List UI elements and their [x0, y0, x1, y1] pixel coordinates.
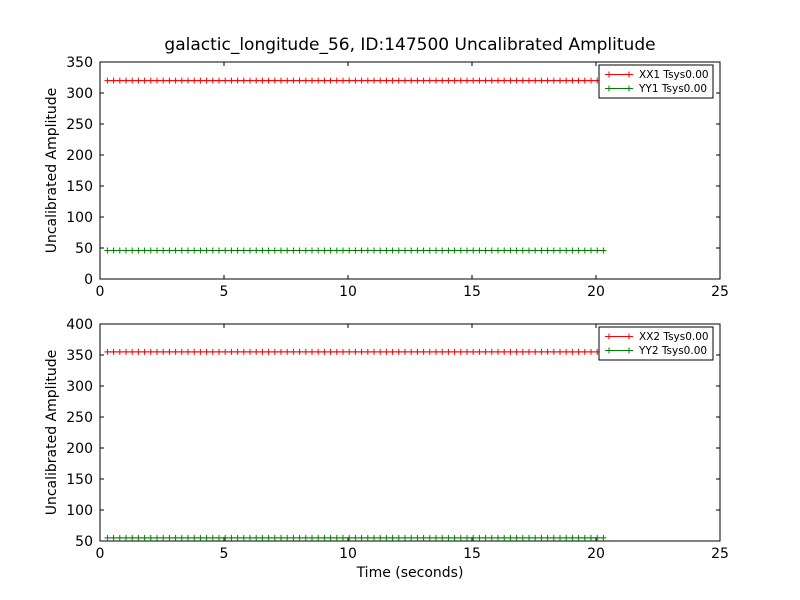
axes-frame [99, 61, 721, 280]
y-tick-label: 150 [66, 472, 93, 488]
y-tick-label: 350 [66, 55, 93, 71]
y-tick-label: 100 [66, 210, 93, 226]
y-axis-label: Uncalibrated Amplitude [44, 88, 60, 254]
legend-entry-label: XX1 Tsys0.00 [639, 69, 709, 81]
subplot-1: 0 5 10 15 20 25050100150200250300350galactic_… [44, 35, 729, 300]
x-tick-label: 25 [711, 284, 729, 300]
legend-sample-marker [606, 71, 612, 78]
legend-entry-label: YY2 Tsys0.00 [638, 345, 707, 357]
axes-frame [99, 323, 721, 542]
y-tick-label: 300 [66, 86, 93, 102]
x-tick-label: 5 [220, 284, 229, 300]
x-tick-label: 0 [96, 284, 105, 300]
y-tick-label: 0 [84, 272, 93, 288]
x-tick-label: 10 [339, 284, 357, 300]
y-tick-label: 250 [66, 117, 93, 133]
legend: XX2 Tsys0.00 YY2 Tsys0.00 [598, 326, 714, 361]
legend-sample-marker [606, 85, 612, 92]
y-tick-label: 50 [75, 534, 93, 550]
x-axis-label: Time (seconds) [356, 565, 464, 581]
x-tick-label: 25 [711, 546, 729, 562]
y-tick-label: 400 [66, 317, 93, 333]
x-tick-label: 15 [463, 284, 481, 300]
y-axis-label: Uncalibrated Amplitude [44, 350, 60, 516]
x-tick-label: 5 [220, 546, 229, 562]
legend-sample-marker [626, 333, 632, 340]
series-markers-XX2 [104, 348, 607, 355]
legend: XX1 Tsys0.00 YY1 Tsys0.00 [598, 64, 714, 99]
legend-entry-label: XX2 Tsys0.00 [639, 331, 709, 343]
legend-sample-marker [626, 71, 632, 78]
figure-title: galactic_longitude_56, ID:147500 Uncalib… [164, 35, 655, 55]
y-tick-label: 150 [66, 179, 93, 195]
y-tick-label: 100 [66, 503, 93, 519]
x-tick-label: 20 [587, 546, 605, 562]
subplot-2: 0 5 10 15 20 25 50 100 150 200 250 300 350 400 Time (s… [44, 317, 729, 581]
x-tick-label: 10 [339, 546, 357, 562]
legend-sample-marker [606, 333, 612, 340]
series-markers-YY2 [104, 534, 607, 541]
y-tick-label: 350 [66, 348, 93, 364]
x-tick-label: 15 [463, 546, 481, 562]
series-markers-YY1 [104, 247, 607, 254]
legend-entry-label: YY1 Tsys0.00 [638, 83, 707, 95]
y-tick-label: 50 [75, 241, 93, 257]
series-markers-XX1 [104, 77, 607, 84]
y-tick-label: 250 [66, 410, 93, 426]
x-tick-label: 20 [587, 284, 605, 300]
legend-sample-marker [606, 347, 612, 354]
x-tick-label: 0 [96, 546, 105, 562]
y-tick-label: 300 [66, 379, 93, 395]
y-tick-label: 200 [66, 441, 93, 457]
y-tick-label: 200 [66, 148, 93, 164]
legend-box [598, 64, 714, 99]
legend-box [598, 326, 714, 361]
legend-sample-marker [626, 85, 632, 92]
legend-sample-marker [626, 347, 632, 354]
